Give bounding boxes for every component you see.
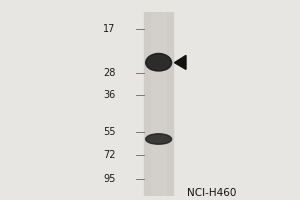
Text: 55: 55 <box>103 127 116 137</box>
Text: NCI-H460: NCI-H460 <box>188 188 237 198</box>
Polygon shape <box>175 55 186 69</box>
Text: 36: 36 <box>103 90 116 100</box>
Bar <box>152 12 166 196</box>
Text: 28: 28 <box>103 68 116 78</box>
Ellipse shape <box>146 53 172 71</box>
Ellipse shape <box>146 134 172 144</box>
Text: 17: 17 <box>103 24 116 34</box>
Text: 95: 95 <box>103 174 116 184</box>
Bar <box>144 12 173 196</box>
Text: 72: 72 <box>103 150 116 160</box>
